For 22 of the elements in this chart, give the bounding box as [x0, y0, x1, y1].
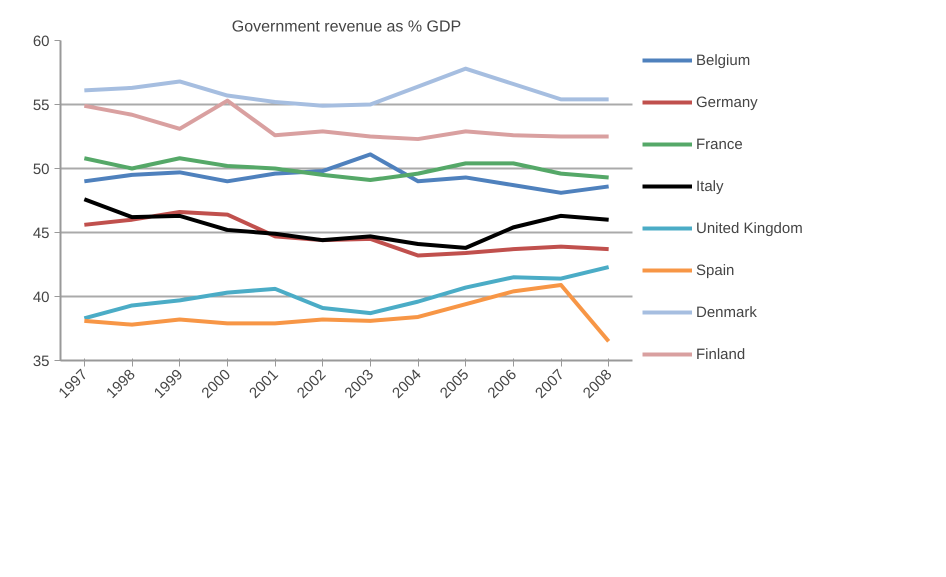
line-series — [82, 152, 611, 195]
legend-label: Denmark — [696, 304, 757, 320]
legend-label: Spain — [696, 262, 734, 278]
y-tick-label: 60 — [32, 33, 50, 50]
chart-title: Government revenue as % GDP — [232, 18, 462, 36]
line-series — [82, 197, 611, 250]
legend-label: United Kingdom — [696, 220, 803, 236]
y-tick-label: 45 — [32, 225, 50, 242]
legend-label: France — [696, 136, 743, 152]
legend-label: Italy — [696, 178, 724, 194]
line-series — [82, 156, 611, 182]
y-tick-label: 50 — [32, 161, 50, 178]
line-series — [82, 66, 611, 108]
y-tick-label: 35 — [32, 353, 50, 370]
y-tick-label: 55 — [32, 97, 50, 114]
line-series — [82, 265, 611, 320]
legend-label: Finland — [696, 346, 746, 362]
legend-label: Germany — [696, 94, 758, 110]
legend-label: Belgium — [696, 52, 750, 68]
line-series — [82, 98, 611, 142]
line-series — [82, 282, 611, 344]
y-tick-label: 40 — [32, 289, 50, 306]
